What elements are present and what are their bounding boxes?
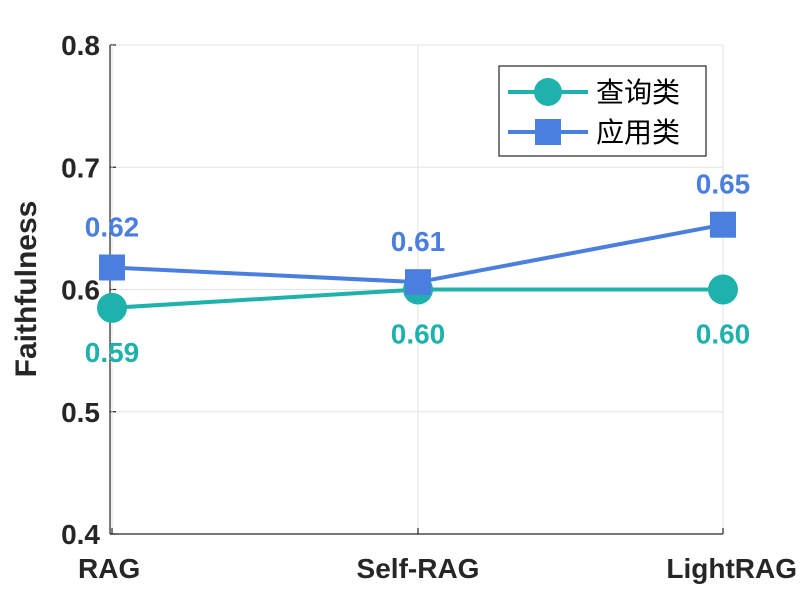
data-label: 0.60 bbox=[696, 319, 751, 350]
legend-label-series-2: 应用类 bbox=[596, 116, 680, 149]
legend: 查询类 应用类 bbox=[498, 65, 707, 157]
data-label: 0.60 bbox=[391, 319, 446, 350]
legend-marker-square bbox=[535, 119, 561, 145]
x-tick-label: RAG bbox=[78, 553, 140, 584]
y-tick-label: 0.5 bbox=[61, 397, 100, 428]
y-tick-label: 0.8 bbox=[61, 30, 100, 61]
y-tick-label: 0.7 bbox=[61, 152, 100, 183]
data-labels: 0.59 0.60 0.60 0.62 0.61 0.65 bbox=[85, 169, 751, 368]
data-label: 0.62 bbox=[85, 211, 140, 242]
legend-marker-circle bbox=[534, 78, 562, 106]
x-tick-label: Self-RAG bbox=[357, 553, 480, 584]
y-tick-label: 0.4 bbox=[61, 519, 100, 550]
point-marker-square bbox=[710, 211, 736, 238]
legend-box bbox=[498, 65, 707, 157]
data-label: 0.65 bbox=[696, 169, 751, 200]
point-marker-square bbox=[99, 254, 125, 281]
data-label: 0.59 bbox=[85, 337, 140, 368]
y-tick-labels: 0.4 0.5 0.6 0.7 0.8 bbox=[61, 30, 100, 550]
x-tick-labels: RAG Self-RAG LightRAG bbox=[78, 553, 797, 584]
legend-label-series-1: 查询类 bbox=[596, 76, 680, 109]
point-marker-circle bbox=[97, 292, 127, 323]
x-tick-label: LightRAG bbox=[666, 553, 797, 584]
data-label: 0.61 bbox=[391, 226, 446, 257]
y-tick-label: 0.6 bbox=[61, 275, 100, 306]
point-marker-circle bbox=[708, 274, 738, 305]
point-marker-square bbox=[405, 269, 431, 296]
axes bbox=[109, 45, 723, 535]
series-layer bbox=[97, 211, 738, 323]
y-axis-label: Faithfulness bbox=[10, 201, 43, 378]
